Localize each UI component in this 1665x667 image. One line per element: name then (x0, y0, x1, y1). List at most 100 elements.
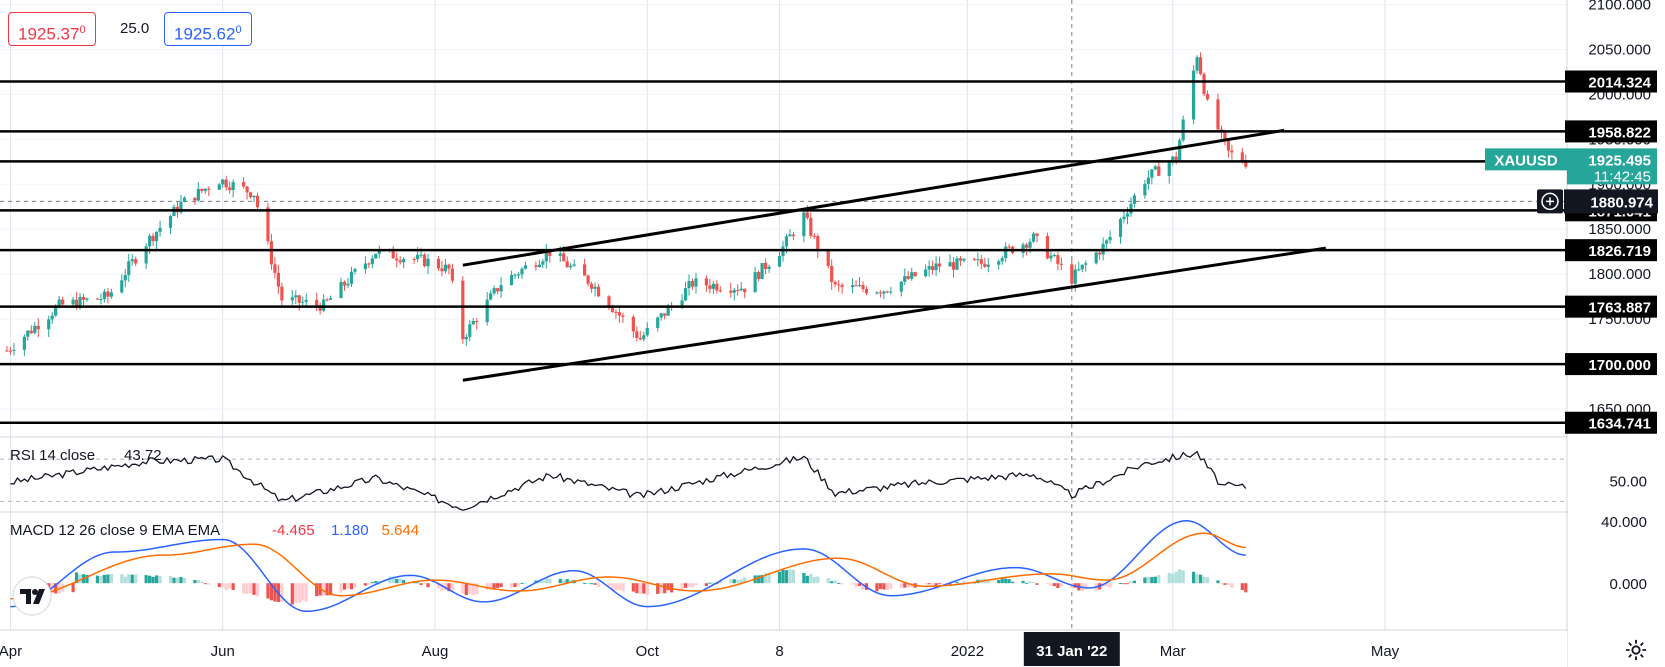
gear-icon[interactable] (1625, 639, 1647, 661)
macd-histogram-bar (805, 575, 809, 584)
macd-histogram-bar (440, 583, 444, 591)
candle-body (1045, 235, 1050, 259)
macd-histogram-bar (565, 579, 569, 584)
candle-body (997, 261, 1001, 265)
candle-body (1167, 162, 1171, 176)
macd-histogram-bar (610, 583, 615, 591)
candle-body (659, 313, 663, 318)
candle-body (61, 299, 65, 305)
candle-body (443, 264, 448, 272)
candle-body (224, 179, 228, 188)
candle-body (955, 258, 959, 270)
candle-body (1031, 233, 1036, 242)
candle-body (1007, 246, 1011, 248)
candle-body (391, 249, 395, 259)
macd-histogram-bar (154, 575, 159, 584)
level-badge (1565, 411, 1657, 434)
candle-body (1118, 219, 1123, 237)
macd-histogram-bar (419, 583, 423, 585)
candle-body (130, 259, 134, 262)
candle-body (541, 261, 545, 265)
candle-body (269, 241, 274, 265)
macd-histogram-bar (885, 583, 889, 590)
macd-histogram-bar (1129, 581, 1133, 584)
candle-body (328, 298, 333, 300)
candle-body (784, 236, 789, 247)
macd-histogram-bar (175, 577, 180, 584)
time-tick-label: Jun (211, 643, 235, 660)
candle-body (221, 179, 225, 185)
bid-price-box[interactable]: 1925.370 (8, 12, 96, 46)
macd-histogram-bar (447, 583, 451, 592)
candle-body (1244, 161, 1248, 167)
crosshair-date-label: 31 Jan '22 (1036, 643, 1107, 660)
macd-histogram-bar (812, 576, 816, 584)
candle-body (415, 254, 420, 260)
macd-histogram-bar (656, 583, 660, 594)
candle-body (47, 319, 51, 330)
macd-histogram-bar (997, 579, 1001, 584)
candle-body (854, 285, 858, 287)
macd-histogram-bar (294, 583, 298, 604)
macd-histogram-bar (1171, 573, 1175, 584)
level-badge-label: 1763.887 (1588, 300, 1651, 317)
candle-body (802, 212, 806, 237)
macd-histogram-bar (1178, 569, 1182, 584)
tradingview-logo-icon[interactable] (12, 576, 52, 616)
macd-histogram-bar (802, 572, 806, 584)
macd-histogram-bar (301, 583, 305, 601)
crosshair-price-label: 1880.974 (1590, 194, 1653, 211)
candle-body (1070, 264, 1074, 284)
macd-histogram-bar (1122, 583, 1126, 585)
candle-body (422, 254, 427, 267)
macd-histogram-bar (1118, 582, 1123, 584)
candle-body (304, 299, 308, 302)
candle-body (485, 299, 489, 323)
macd-histogram-bar (687, 583, 691, 587)
macd-histogram-bar (781, 569, 785, 584)
macd-histogram-bar (586, 582, 590, 584)
candle-body (106, 291, 110, 297)
candle-body (8, 350, 13, 352)
macd-histogram-bar (683, 583, 688, 588)
macd-histogram-bar (927, 583, 931, 585)
macd-histogram-bar (784, 570, 789, 584)
candle-body (50, 315, 54, 320)
candle-body (134, 259, 138, 264)
macd-histogram-bar (273, 583, 277, 602)
macd-histogram-bar (509, 583, 514, 588)
candle-body (22, 336, 26, 350)
macd-histogram-bar (788, 569, 792, 584)
macd-histogram-bar (736, 579, 740, 584)
macd-histogram-bar (1143, 577, 1147, 584)
macd-histogram-bar (158, 575, 162, 584)
level-badge-label: 1958.822 (1588, 124, 1651, 141)
price-axis-bg (1568, 0, 1665, 667)
candle-body (986, 264, 990, 267)
macd-histogram-bar (325, 583, 329, 596)
macd-histogram-bar (1011, 581, 1015, 584)
candle-body (1080, 264, 1084, 270)
ask-price-box[interactable]: 1925.620 (164, 12, 252, 46)
macd-histogram-bar (471, 583, 475, 596)
candle-body (1202, 74, 1206, 95)
candle-body (882, 291, 886, 294)
candle-body (962, 258, 966, 261)
macd-histogram-bar (342, 583, 347, 590)
macd-histogram-bar (760, 574, 764, 584)
macd-histogram-bar (830, 581, 834, 584)
candle-body (120, 280, 124, 293)
candle-body (144, 246, 148, 264)
candle-body (924, 269, 928, 277)
candle-body (370, 258, 374, 265)
macd-histogram-bar (1004, 578, 1008, 584)
macd-histogram-bar (151, 576, 155, 584)
candle-body (447, 264, 451, 269)
candle-body (57, 299, 61, 307)
candle-body (123, 275, 127, 281)
candle-body (5, 350, 9, 352)
macd-histogram-bar (708, 582, 712, 584)
macd-histogram-bar (951, 582, 956, 584)
candle-body (913, 272, 917, 277)
